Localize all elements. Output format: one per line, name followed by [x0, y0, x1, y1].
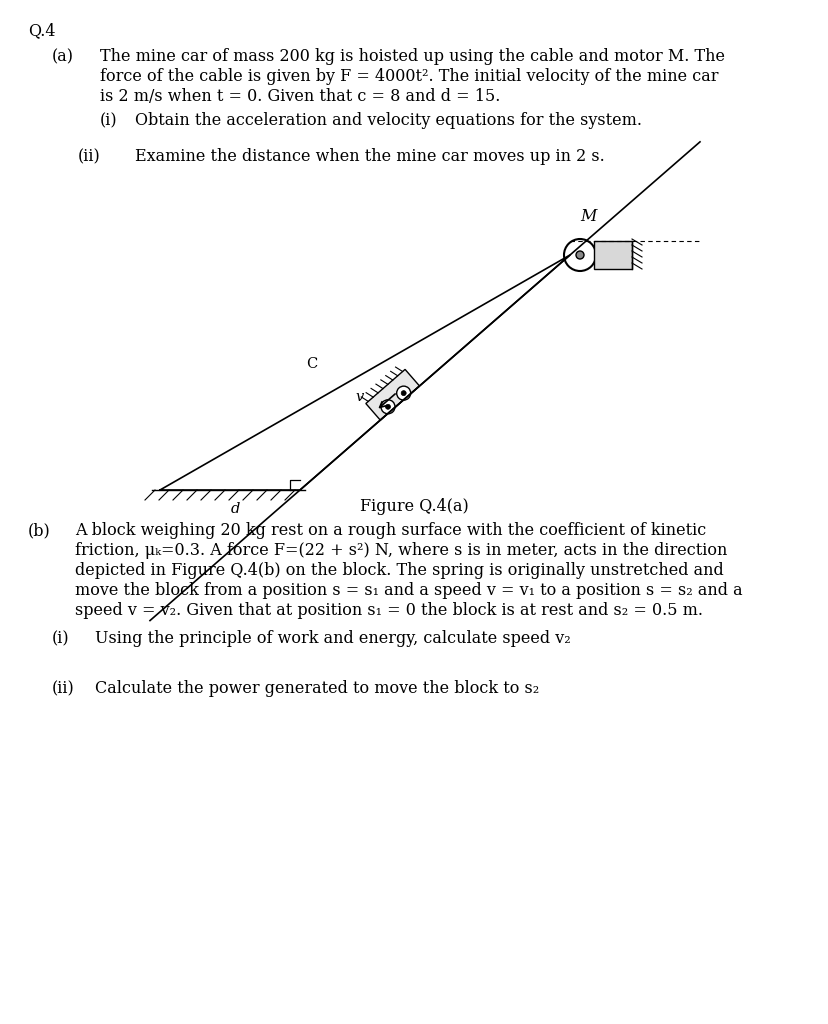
- Circle shape: [575, 251, 583, 259]
- Text: Examine the distance when the mine car moves up in 2 s.: Examine the distance when the mine car m…: [135, 148, 604, 165]
- Circle shape: [401, 390, 406, 395]
- Text: (ii): (ii): [78, 148, 101, 165]
- Text: Obtain the acceleration and velocity equations for the system.: Obtain the acceleration and velocity equ…: [135, 112, 641, 129]
- Text: The mine car of mass 200 kg is hoisted up using the cable and motor M. The: The mine car of mass 200 kg is hoisted u…: [100, 48, 724, 65]
- Text: Calculate the power generated to move the block to s₂: Calculate the power generated to move th…: [95, 680, 538, 697]
- Text: A block weighing 20 kg rest on a rough surface with the coefficient of kinetic: A block weighing 20 kg rest on a rough s…: [75, 522, 705, 539]
- Circle shape: [397, 386, 410, 400]
- Text: (b): (b): [28, 522, 51, 539]
- Text: C: C: [306, 357, 317, 372]
- Text: depicted in Figure Q.4(b) on the block. The spring is originally unstretched and: depicted in Figure Q.4(b) on the block. …: [75, 562, 723, 579]
- Text: is 2 m/s when t = 0. Given that c = 8 and d = 15.: is 2 m/s when t = 0. Given that c = 8 an…: [100, 88, 500, 105]
- Text: force of the cable is given by F = 4000t². The initial velocity of the mine car: force of the cable is given by F = 4000t…: [100, 68, 718, 85]
- Text: M: M: [579, 208, 595, 225]
- Text: (i): (i): [100, 112, 118, 129]
- Text: v: v: [355, 390, 363, 404]
- Text: Q.4: Q.4: [28, 22, 55, 39]
- Text: move the block from a position s = s₁ and a speed v = v₁ to a position s = s₂ an: move the block from a position s = s₁ an…: [75, 582, 742, 599]
- Text: speed v = v₂. Given that at position s₁ = 0 the block is at rest and s₂ = 0.5 m.: speed v = v₂. Given that at position s₁ …: [75, 602, 702, 618]
- Circle shape: [563, 239, 595, 271]
- Text: (a): (a): [52, 48, 74, 65]
- Text: Figure Q.4(a): Figure Q.4(a): [359, 498, 468, 515]
- Polygon shape: [365, 370, 419, 420]
- Text: d: d: [230, 502, 239, 516]
- Circle shape: [381, 399, 394, 414]
- Bar: [594, 241, 631, 269]
- Circle shape: [385, 404, 390, 410]
- Text: (i): (i): [52, 630, 70, 647]
- Text: (ii): (ii): [52, 680, 75, 697]
- Text: friction, μₖ=0.3. A force F=(22 + s²) N, where s is in meter, acts in the direct: friction, μₖ=0.3. A force F=(22 + s²) N,…: [75, 542, 726, 559]
- Text: Using the principle of work and energy, calculate speed v₂: Using the principle of work and energy, …: [95, 630, 570, 647]
